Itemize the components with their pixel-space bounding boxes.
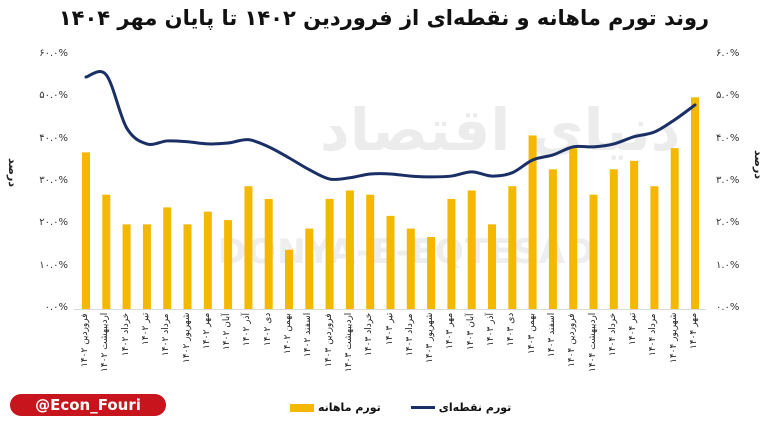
x-axis-label: آذر ۱۴۰۳ xyxy=(486,313,496,347)
right-axis-tick: ۲.۰% xyxy=(716,217,740,229)
monthly-inflation-bar xyxy=(163,207,172,309)
x-axis-label: مهر ۱۴۰۳ xyxy=(445,313,456,350)
chart-title: روند تورم ماهانه و نقطه‌ای از فروردین ۱۴… xyxy=(58,6,710,30)
author-handle-badge: @Econ_Fouri xyxy=(10,394,166,416)
legend: تورم نقطه‌ای تورم ماهانه xyxy=(290,401,511,414)
monthly-inflation-bar xyxy=(264,198,273,309)
right-axis-tick: ۱.۰% xyxy=(716,259,740,271)
x-axis-label: فروردین ۱۴۰۴ xyxy=(567,313,578,367)
x-axis-label: بهمن ۱۴۰۳ xyxy=(526,313,537,354)
left-axis-tick: ۲۰.۰% xyxy=(39,217,68,229)
monthly-inflation-bar xyxy=(488,224,496,309)
monthly-inflation-bar xyxy=(102,194,111,309)
bar-swatch-icon xyxy=(290,403,314,412)
monthly-inflation-bar xyxy=(203,211,212,309)
x-axis-label: دی ۱۴۰۳ xyxy=(506,313,517,347)
legend-item-bar: تورم ماهانه xyxy=(290,401,381,414)
monthly-inflation-bar xyxy=(691,97,699,309)
x-axis-label: آبان ۱۴۰۲ xyxy=(222,313,233,350)
x-axis-label: اردیبهشت ۱۴۰۲ xyxy=(100,313,111,373)
monthly-inflation-bar xyxy=(386,215,395,309)
right-axis-tick: ۳.۰% xyxy=(716,175,740,186)
x-axis-label: شهریور ۱۴۰۳ xyxy=(425,313,436,364)
line-swatch-icon xyxy=(410,406,435,409)
x-axis-label: آبان ۱۴۰۳ xyxy=(465,313,476,350)
x-axis-label: مرداد ۱۴۰۲ xyxy=(161,313,172,356)
left-axis-tick: ۶۰.۰% xyxy=(39,48,68,59)
monthly-inflation-bar xyxy=(305,228,314,309)
monthly-inflation-bar xyxy=(325,198,334,309)
x-axis-label: اردیبهشت ۱۴۰۴ xyxy=(587,313,598,373)
watermark-persian: دنیای اقتصاد xyxy=(320,96,681,164)
x-axis-label: دی ۱۴۰۲ xyxy=(262,313,273,347)
x-axis-label: اسفند ۱۴۰۳ xyxy=(546,313,557,358)
monthly-inflation-bar xyxy=(142,224,151,309)
monthly-inflation-bar xyxy=(609,169,618,309)
monthly-inflation-bar xyxy=(569,148,578,309)
monthly-inflation-bar xyxy=(528,135,537,309)
monthly-inflation-bar xyxy=(589,194,598,309)
monthly-inflation-bar xyxy=(427,237,436,309)
right-axis-tick: ۴.۰% xyxy=(716,132,740,144)
left-axis-tick: ۱۰.۰% xyxy=(39,259,68,271)
monthly-inflation-bar xyxy=(345,190,354,309)
monthly-inflation-bar xyxy=(467,190,476,309)
x-axis-label: تیر ۱۴۰۴ xyxy=(628,313,639,346)
x-axis-label: آذر ۱۴۰۲ xyxy=(242,313,253,347)
point-inflation-line xyxy=(84,70,697,182)
x-axis-label: فروردین ۱۴۰۲ xyxy=(80,313,90,367)
monthly-inflation-bar xyxy=(122,224,131,309)
monthly-inflation-bar xyxy=(447,198,456,309)
left-axis-tick: ۴۰.۰% xyxy=(39,132,68,144)
right-axis-tick: ۶.۰% xyxy=(716,48,740,59)
legend-bar-label: تورم ماهانه xyxy=(318,401,381,414)
legend-item-line: تورم نقطه‌ای xyxy=(410,401,512,414)
x-axis-label: مرداد ۱۴۰۴ xyxy=(648,313,659,356)
x-axis-label: تیر ۱۴۰۳ xyxy=(384,313,395,346)
monthly-inflation-bar xyxy=(630,160,639,309)
monthly-inflation-bar xyxy=(183,224,192,309)
x-axis-label: فروردین ۱۴۰۳ xyxy=(323,313,334,367)
left-axis-tick: ۵۰.۰% xyxy=(39,90,68,102)
x-axis-label: خرداد ۱۴۰۳ xyxy=(364,313,375,357)
left-axis-tick: ۰.۰% xyxy=(44,302,68,313)
monthly-inflation-bar xyxy=(670,148,679,309)
monthly-inflation-bar xyxy=(224,220,233,309)
monthly-inflation-bar xyxy=(285,249,293,309)
x-axis-label: تیر ۱۴۰۲ xyxy=(140,313,151,346)
monthly-inflation-bar xyxy=(548,169,557,309)
x-axis-label: مرداد ۱۴۰۳ xyxy=(404,313,415,356)
x-axis-label: خرداد ۱۴۰۲ xyxy=(120,313,131,357)
monthly-inflation-bar xyxy=(650,186,659,309)
right-axis-tick: ۵.۰% xyxy=(716,90,740,102)
x-axis-label: شهریور ۱۴۰۲ xyxy=(181,313,192,364)
monthly-inflation-bar xyxy=(406,228,415,309)
x-axis-label: اردیبهشت ۱۴۰۳ xyxy=(343,313,354,373)
left-axis-title: درصد xyxy=(6,158,19,187)
right-axis-title: درصد xyxy=(752,150,765,179)
x-axis-label: اسفند ۱۴۰۲ xyxy=(303,313,314,358)
x-axis-label: مهر ۱۴۰۲ xyxy=(201,313,212,350)
x-axis-label: بهمن ۱۴۰۲ xyxy=(283,313,293,354)
left-axis-tick: ۳۰.۰% xyxy=(39,175,68,186)
x-axis-label: مهر ۱۴۰۴ xyxy=(689,313,699,350)
monthly-inflation-bar xyxy=(508,186,517,309)
monthly-inflation-bar xyxy=(366,194,375,309)
x-axis-label: شهریور ۱۴۰۴ xyxy=(668,313,679,364)
right-axis-tick: ۰.۰% xyxy=(716,302,740,313)
monthly-inflation-bar xyxy=(82,152,90,309)
legend-line-label: تورم نقطه‌ای xyxy=(438,401,512,414)
x-axis-label: خرداد ۱۴۰۴ xyxy=(607,313,618,357)
monthly-inflation-bar xyxy=(244,186,253,309)
